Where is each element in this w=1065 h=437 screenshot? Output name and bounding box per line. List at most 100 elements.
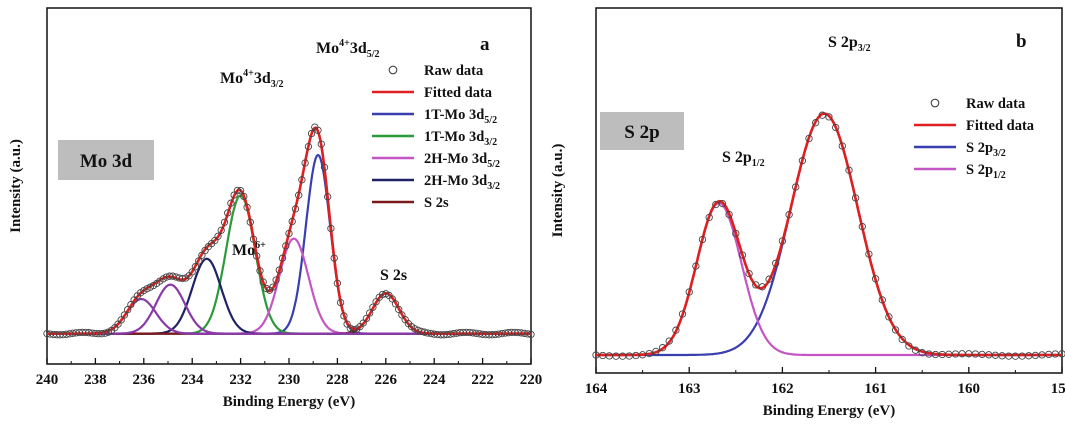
raw-data-point xyxy=(725,210,733,219)
peak-annotation: S 2p3/2 xyxy=(828,34,871,54)
region-badge xyxy=(58,140,154,180)
y-axis-label: Intensity (a.u.) xyxy=(8,139,24,233)
x-tick-label: 230 xyxy=(278,372,301,388)
raw-data-point xyxy=(692,262,700,270)
raw-data-point xyxy=(246,218,254,226)
y-axis-label: Intensity (a.u.) xyxy=(550,144,566,238)
raw-data-point xyxy=(233,186,242,195)
peak-annotation: Mo4+3d3/2 xyxy=(220,68,284,90)
raw-data-point xyxy=(124,306,132,314)
raw-data-point xyxy=(812,119,820,127)
raw-data-point xyxy=(678,310,687,318)
raw-data-point xyxy=(301,159,309,167)
raw-data-point xyxy=(778,237,787,245)
raw-data-point xyxy=(845,166,853,174)
raw-data-point xyxy=(253,252,261,260)
raw-data-point xyxy=(278,254,287,262)
raw-data-point xyxy=(366,309,374,317)
raw-data-point xyxy=(120,311,129,319)
panel-letter: b xyxy=(1016,31,1027,52)
legend-label: 2H-Mo 3d5/2 xyxy=(424,151,500,170)
raw-data-point xyxy=(672,326,680,334)
raw-data-point xyxy=(398,311,406,319)
raw-data-point xyxy=(324,193,332,201)
raw-data-point xyxy=(236,186,245,195)
x-tick-label: 162 xyxy=(771,381,794,397)
legend-label: 1T-Mo 3d3/2 xyxy=(424,129,497,148)
raw-data-point xyxy=(772,259,780,267)
peak-annotation: Mo4+3d5/2 xyxy=(316,38,380,60)
x-tick-label: 236 xyxy=(133,372,156,388)
raw-data-point xyxy=(858,222,866,231)
component-curve xyxy=(47,292,531,335)
raw-data-point xyxy=(243,203,251,211)
raw-data-point xyxy=(285,229,293,238)
raw-data-point xyxy=(865,250,873,258)
raw-data-point xyxy=(805,134,813,143)
raw-data-point xyxy=(658,344,667,352)
x-tick-label: 240 xyxy=(36,372,59,388)
peak-annotation: S 2s xyxy=(380,267,407,284)
x-tick-label: 222 xyxy=(471,372,494,388)
raw-data-point xyxy=(275,266,283,274)
raw-data-point xyxy=(665,337,673,345)
component-curve xyxy=(47,283,531,335)
region-badge-label: Mo 3d xyxy=(80,151,133,172)
raw-data-point xyxy=(832,123,840,132)
raw-data-point xyxy=(685,288,693,296)
raw-data-point xyxy=(1058,350,1065,358)
plot-frame xyxy=(595,7,1063,374)
peak-annotation: Mo6+ xyxy=(232,240,266,259)
raw-data-point xyxy=(871,275,880,283)
raw-data-point xyxy=(718,199,727,208)
legend-label: Fitted data xyxy=(966,118,1035,134)
raw-data-point xyxy=(304,142,313,151)
raw-data-point xyxy=(317,140,325,148)
raw-data-point xyxy=(330,254,338,262)
x-tick-label: 163 xyxy=(678,381,701,397)
x-tick-label: 224 xyxy=(423,372,446,388)
x-tick-label: 159 xyxy=(1051,381,1065,397)
raw-data-point xyxy=(272,276,280,284)
legend-label: Fitted data xyxy=(424,85,493,101)
raw-data-point xyxy=(143,285,151,293)
raw-data-point xyxy=(652,347,660,356)
raw-data-point xyxy=(369,303,377,311)
raw-data-point xyxy=(825,113,833,121)
component-curve xyxy=(47,297,531,335)
raw-data-point xyxy=(527,330,535,339)
raw-data-point xyxy=(169,272,177,280)
raw-data-point xyxy=(349,326,358,334)
raw-data-point xyxy=(224,209,232,217)
raw-data-point xyxy=(195,257,203,265)
panel-a: 240 238 236 234 232 230 228 226 224 222 220 Binding… xyxy=(8,7,542,410)
raw-data-point xyxy=(411,325,419,333)
panel-letter: a xyxy=(480,34,490,55)
legend-label: Raw data xyxy=(424,63,484,79)
x-tick-label: 234 xyxy=(181,372,204,388)
raw-data-point xyxy=(282,242,290,250)
raw-data-point xyxy=(851,194,860,202)
raw-data-point xyxy=(792,183,800,191)
raw-data-point xyxy=(798,157,807,165)
raw-data-point xyxy=(288,217,296,226)
raw-data-point xyxy=(314,126,322,134)
raw-data-point xyxy=(785,211,793,219)
raw-data-point xyxy=(818,111,826,119)
raw-data-point xyxy=(698,235,707,244)
raw-data-point xyxy=(878,296,886,304)
raw-data-point xyxy=(414,326,422,334)
legend-label: S 2p3/2 xyxy=(966,140,1006,159)
raw-data-point xyxy=(336,298,345,307)
peak-annotation: S 2p1/2 xyxy=(722,149,765,169)
raw-data-point xyxy=(891,326,900,334)
raw-data-point xyxy=(249,235,258,243)
legend-label: Raw data xyxy=(966,96,1026,112)
raw-data-point xyxy=(333,279,342,287)
raw-data-point xyxy=(738,251,747,259)
raw-data-point xyxy=(395,305,403,314)
raw-data-point xyxy=(256,267,264,275)
raw-data-point xyxy=(101,329,109,337)
raw-data-point xyxy=(307,129,316,138)
